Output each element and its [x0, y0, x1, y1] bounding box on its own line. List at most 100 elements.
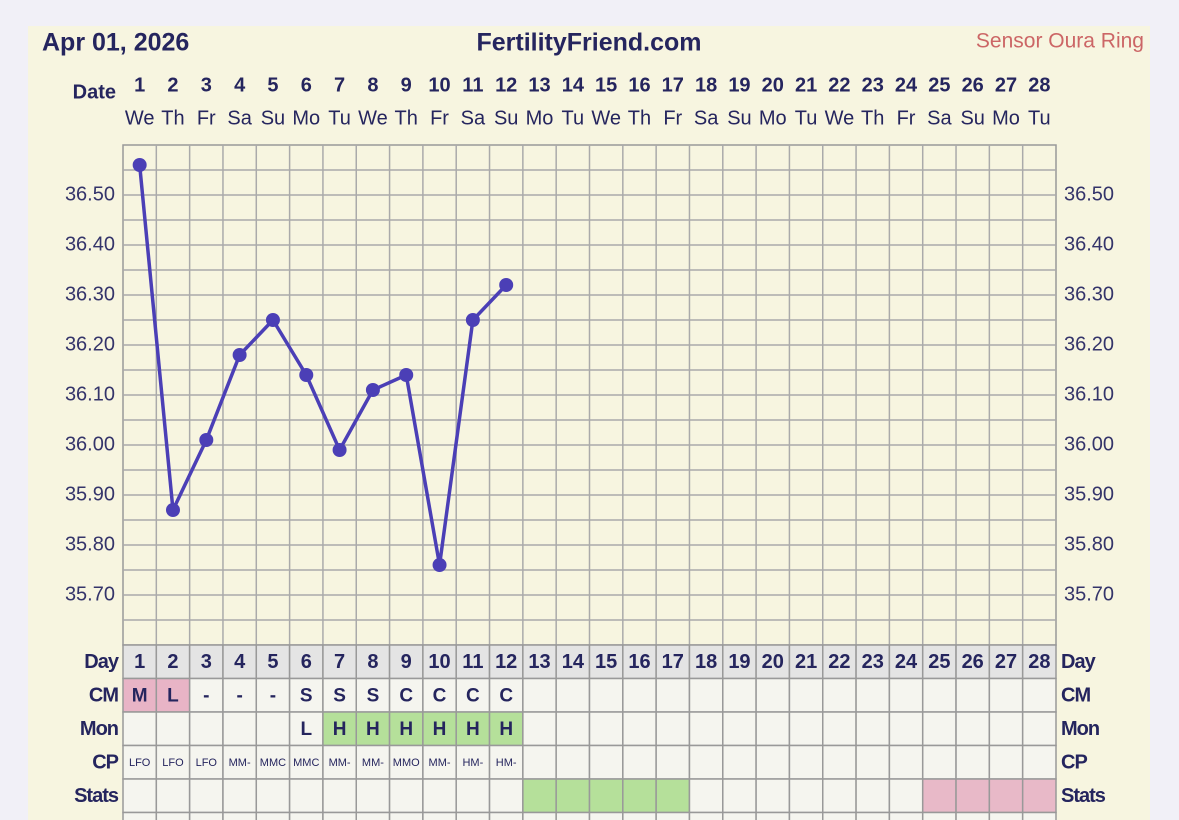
sensor-label: Sensor Oura Ring	[976, 30, 1144, 53]
cm-cell: S	[367, 685, 380, 706]
mon-cell: H	[333, 719, 347, 740]
table-cell	[988, 744, 1024, 780]
table-cell	[855, 644, 891, 680]
weekday-label: We	[125, 107, 155, 129]
table-cell	[822, 744, 857, 780]
weekday-label: Su	[960, 107, 984, 129]
weekday-label: Th	[628, 107, 651, 129]
table-cell	[655, 711, 691, 747]
table-cell	[688, 778, 724, 814]
table-cell	[422, 811, 457, 820]
table-cell	[588, 677, 624, 713]
table-cell	[755, 811, 791, 820]
day-cell: 16	[628, 651, 650, 673]
cp-cell: MMC	[293, 757, 319, 769]
table-cell	[1021, 811, 1057, 820]
table-cell	[122, 744, 158, 780]
table-cell	[388, 711, 424, 747]
table-cell	[888, 677, 924, 713]
temperature-point	[299, 368, 314, 382]
table-cell	[722, 644, 757, 680]
table-cell	[955, 677, 991, 713]
x-tick-label: 6	[301, 74, 312, 96]
cm-cell: S	[300, 685, 313, 706]
weekday-label: Th	[161, 107, 184, 129]
row-label-right: Stats	[1061, 785, 1106, 807]
cp-cell: LFO	[162, 757, 184, 769]
day-cell: 8	[367, 651, 378, 673]
table-cell	[888, 778, 924, 814]
weekday-label: Tu	[562, 107, 585, 129]
table-cell	[255, 811, 291, 820]
x-tick-label: 2	[167, 74, 178, 96]
weekday-label: Th	[395, 107, 418, 129]
x-tick-label: 24	[895, 74, 918, 96]
table-cell	[722, 677, 757, 713]
day-cell: 28	[1028, 651, 1050, 673]
table-cell	[1021, 644, 1057, 680]
x-tick-label: 21	[795, 74, 817, 96]
weekday-label: Sa	[461, 107, 486, 129]
table-cell	[555, 744, 591, 780]
table-cell	[655, 644, 691, 680]
temperature-point	[399, 368, 414, 382]
weekday-label: Sa	[694, 107, 719, 129]
table-cell	[288, 677, 324, 713]
table-cell	[555, 778, 591, 814]
table-cell	[122, 811, 158, 820]
x-tick-label: 12	[495, 74, 517, 96]
weekday-label: Mo	[759, 107, 787, 129]
table-cell	[688, 744, 724, 780]
mon-cell: H	[366, 719, 380, 740]
y-tick-label-right: 36.20	[1064, 333, 1114, 355]
day-cell: 18	[695, 651, 717, 673]
table-cell	[921, 644, 957, 680]
weekday-label: We	[825, 107, 855, 129]
weekday-label: Fr	[897, 107, 916, 129]
table-cell	[322, 811, 357, 820]
table-cell	[322, 744, 357, 780]
table-cell	[788, 811, 824, 820]
y-tick-label: 36.40	[65, 233, 115, 255]
table-cell	[288, 811, 324, 820]
table-cell	[622, 778, 657, 814]
cm-cell: L	[167, 685, 179, 706]
table-cell	[1021, 744, 1057, 780]
day-cell: 10	[428, 651, 450, 673]
cm-cell: C	[499, 685, 513, 706]
day-cell: 17	[662, 651, 684, 673]
y-tick-label: 35.90	[65, 483, 115, 505]
cp-cell: MM-	[329, 757, 351, 769]
table-cell	[322, 644, 357, 680]
day-cell: 27	[995, 651, 1017, 673]
x-tick-label: 26	[962, 74, 984, 96]
cm-cell: -	[270, 685, 276, 706]
x-tick-label: 7	[334, 74, 345, 96]
table-cell	[988, 778, 1024, 814]
table-cell	[855, 711, 891, 747]
row-label: Mon	[80, 718, 118, 740]
table-cell	[622, 811, 657, 820]
table-cell	[588, 811, 624, 820]
table-cell	[888, 744, 924, 780]
table-cell	[522, 711, 557, 747]
mon-cell: H	[433, 719, 447, 740]
table-cell	[688, 677, 724, 713]
x-tick-label: 14	[562, 74, 585, 96]
table-cell	[588, 744, 624, 780]
row-label: Day	[84, 651, 120, 673]
weekday-label: Su	[494, 107, 518, 129]
table-cell	[622, 677, 657, 713]
table-cell	[155, 677, 191, 713]
table-cell	[855, 778, 891, 814]
table-cell	[188, 811, 224, 820]
table-cell	[155, 744, 191, 780]
day-cell: 7	[334, 651, 345, 673]
table-cell	[222, 711, 258, 747]
table-cell	[222, 811, 258, 820]
temperature-point	[199, 433, 214, 447]
table-cell	[255, 711, 291, 747]
mon-cell: H	[399, 719, 413, 740]
temperature-point	[465, 313, 480, 327]
